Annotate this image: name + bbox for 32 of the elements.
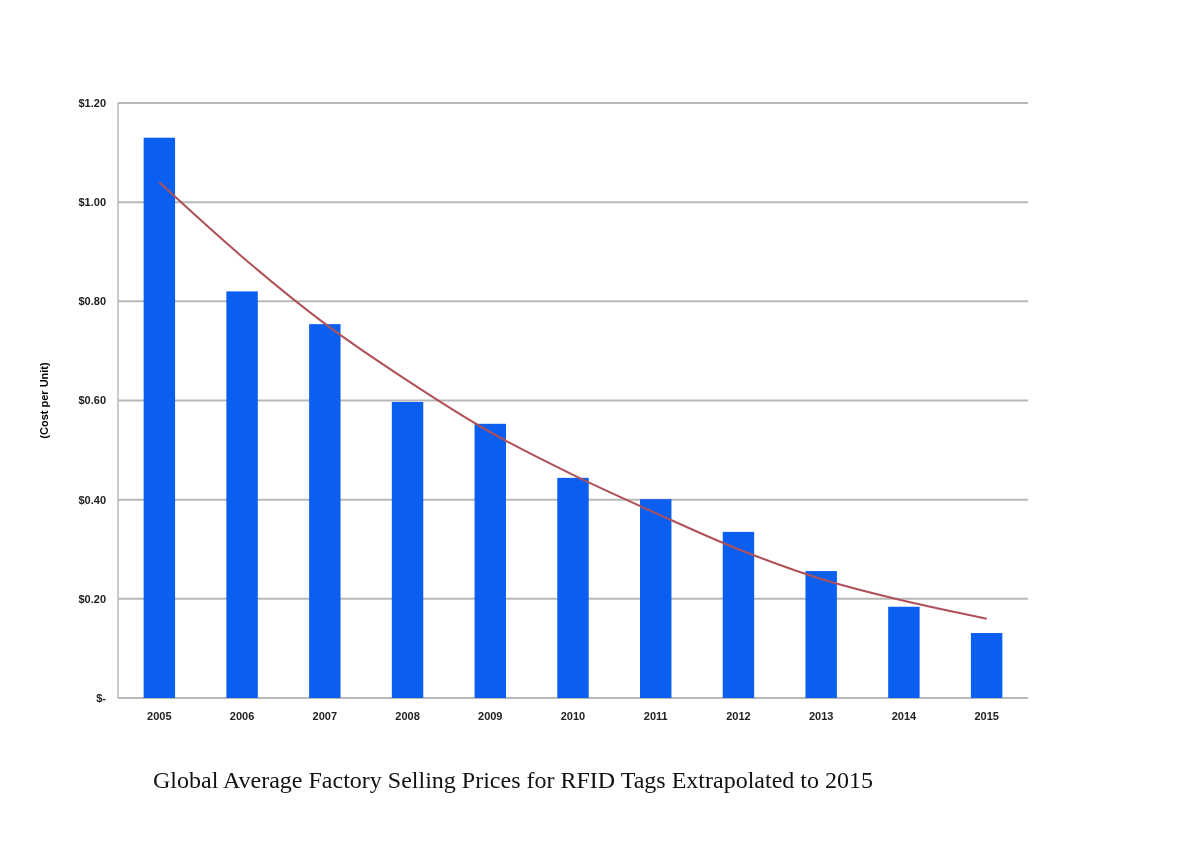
bar [474,423,506,698]
x-tick-label: 2012 [726,710,751,722]
text: Global Average Factory Selling Prices for RFID Tags Extrapolated to 2015 [153,767,873,793]
x-tick-label: 2010 [560,710,586,722]
line-series [158,181,988,620]
x-tick-label: 2005 [147,710,172,722]
bar [391,401,424,698]
y-tick-label: $0.40 [78,493,106,506]
x-tick-label: 2013 [808,710,834,722]
bar [970,633,1003,698]
bar [309,324,341,698]
bar [888,606,920,698]
x-tick-label: 2015 [974,710,999,722]
x-tick-label: 2006 [229,710,255,722]
bar [805,571,837,698]
y-tick-label: $1.20 [78,96,106,109]
x-tick-label: 2007 [312,710,338,722]
y-tick-label: $0.60 [78,394,106,407]
x-tick-label: 2014 [891,710,918,722]
bar [640,499,672,698]
x-tick-label: 2008 [395,710,420,722]
y-tick-label: $1.00 [78,196,106,209]
x-tick-label: 2011 [643,710,668,722]
bar [143,137,176,698]
bar [557,477,589,698]
bar [226,291,258,698]
y-tick-label: $0.80 [78,295,106,308]
y-tick-label: $0.20 [78,592,106,605]
y-axis-title: (Cost per Unit) [38,361,50,439]
bar [722,531,755,698]
x-tick-label: 2009 [478,710,503,722]
y-tick-label: $- [96,691,107,704]
